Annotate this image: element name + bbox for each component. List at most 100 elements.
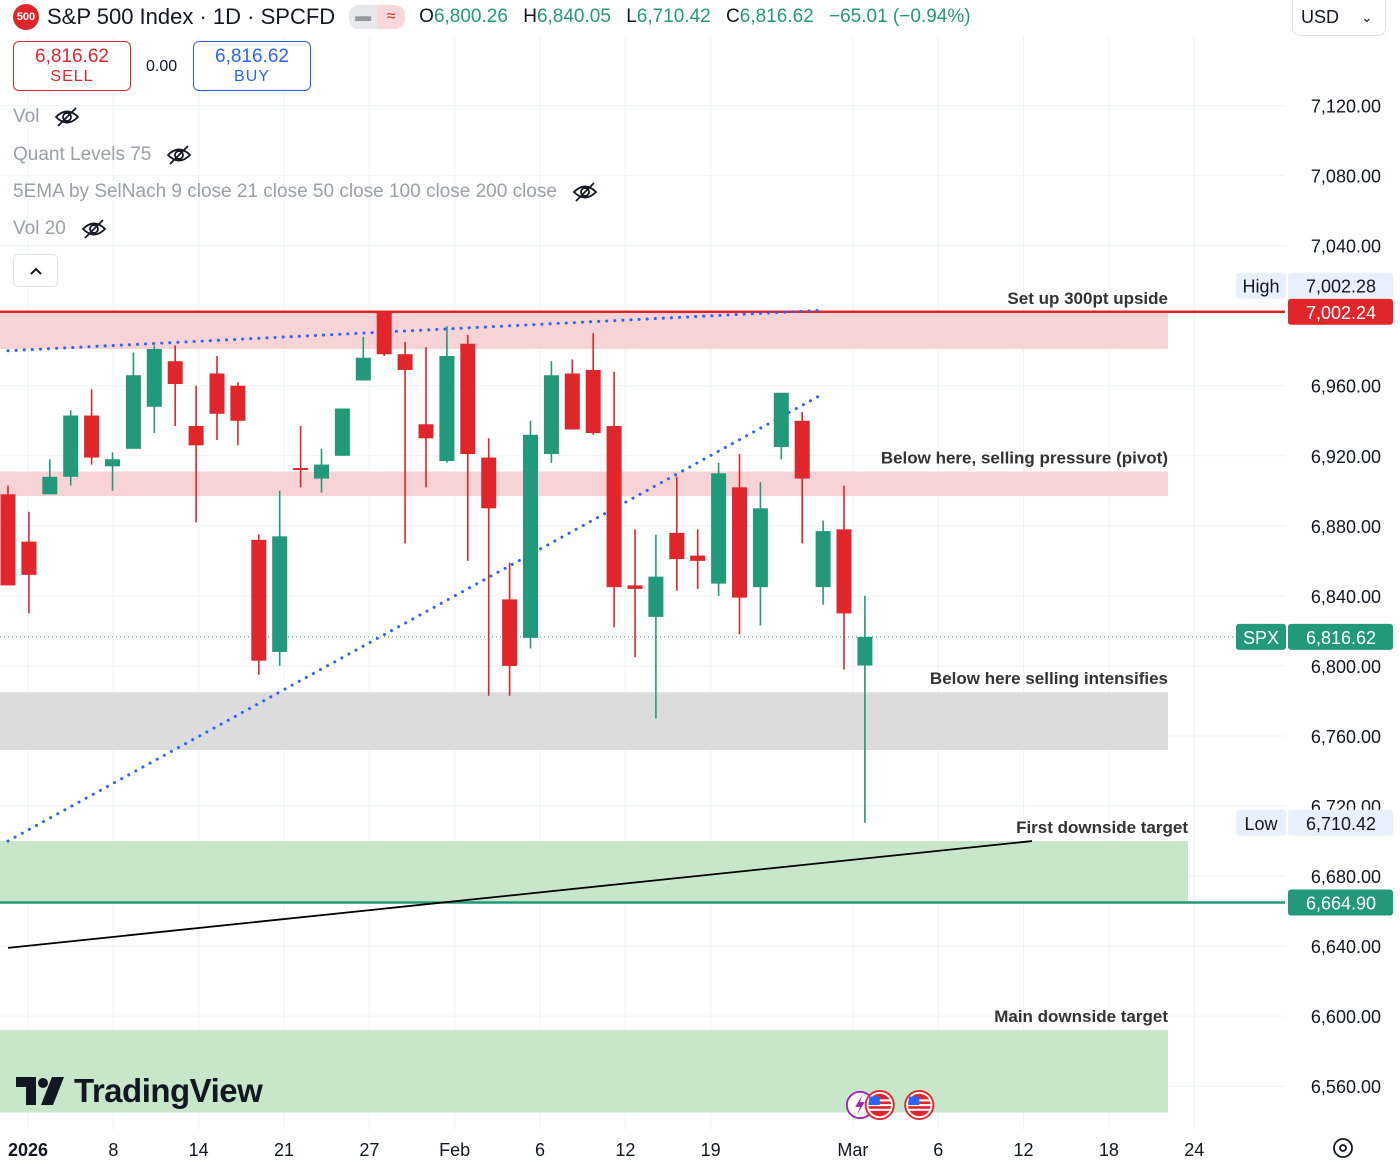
price-axis: 6,560.006,600.006,640.006,680.006,720.00…	[1311, 97, 1381, 1098]
pivot-zone-label: Below here, selling pressure (pivot)	[881, 449, 1168, 468]
candle-body	[209, 373, 225, 414]
indicator-quant-levels[interactable]: Quant Levels 75	[13, 144, 193, 166]
symbol-title[interactable]: S&P 500 Index · 1D · SPCFD	[47, 4, 336, 29]
market-status-pill[interactable]: ▬ ≈	[349, 5, 406, 29]
eye-off-icon[interactable]	[571, 181, 599, 203]
price-tags: 7,002.24 6,664.90 High 7,002.28 SPX 6,816.62 L…	[1236, 272, 1393, 916]
indicator-vol[interactable]: Vol	[13, 106, 81, 128]
candle	[502, 562, 518, 696]
indicator-label: Vol	[13, 106, 40, 127]
candle-body	[502, 599, 518, 666]
time-tick-label: 21	[274, 1140, 294, 1160]
candle	[523, 420, 538, 649]
candle	[752, 482, 768, 626]
candle	[314, 448, 329, 493]
buy-button[interactable]: 6,816.62 BUY	[193, 41, 311, 91]
candle	[272, 490, 288, 666]
us-flag-icon[interactable]	[864, 1089, 895, 1121]
price-tick-label: 7,120.00	[1311, 97, 1381, 117]
candle	[857, 595, 873, 823]
minus-icon[interactable]: ▬	[349, 5, 378, 29]
economic-events[interactable]	[842, 1089, 942, 1121]
candle	[334, 408, 350, 456]
indicator-vol-20[interactable]: Vol 20	[13, 218, 108, 240]
first-target-zone-label: First downside target	[1016, 818, 1188, 837]
approx-icon[interactable]: ≈	[377, 5, 406, 29]
indicator-label: Vol 20	[13, 218, 66, 239]
settings-icon[interactable]	[1333, 1138, 1353, 1158]
candle-body	[564, 373, 580, 430]
candle	[188, 385, 204, 523]
candle-body	[251, 539, 267, 661]
tradingview-mark-icon	[16, 1077, 64, 1105]
resistance-zone-top-label: Set up 300pt upside	[1007, 289, 1168, 308]
price-tick-label: 7,080.00	[1311, 167, 1381, 187]
candle-body	[167, 361, 183, 384]
candle-body	[314, 464, 329, 479]
candle	[648, 534, 664, 719]
neutral-zone-label: Below here selling intensifies	[930, 669, 1168, 688]
candle-body	[272, 536, 288, 652]
candle	[690, 529, 706, 589]
time-tick-label: 27	[359, 1140, 379, 1160]
candle-body	[460, 343, 476, 455]
last-price-tag-key	[1236, 623, 1286, 650]
time-axis: 2026 8 14 21 27 Feb 6 12 19 Mar 6 12 18 24	[8, 1138, 1353, 1160]
sell-button[interactable]: 6,816.62 SELL	[13, 41, 131, 91]
candle-body	[627, 585, 643, 589]
eye-off-icon[interactable]	[165, 144, 193, 166]
candle	[146, 345, 162, 434]
buy-price: 6,816.62	[215, 46, 289, 67]
eye-off-icon[interactable]	[80, 218, 108, 240]
upper-channel-line	[6, 308, 821, 353]
indicator-5ema[interactable]: 5EMA by SelNach 9 close 21 close 50 clos…	[13, 181, 599, 203]
candle-body	[523, 434, 538, 638]
price-tick-label: 6,680.00	[1311, 867, 1381, 887]
settings-icon-core	[1339, 1144, 1347, 1152]
candle	[105, 452, 120, 491]
low-tag-value-label: 6,710.42	[1306, 814, 1376, 834]
chart-zone-labels: Set up 300pt upside Below here, selling p…	[881, 289, 1189, 1026]
time-tick-label: 24	[1184, 1140, 1204, 1160]
candle-body	[63, 415, 79, 477]
candle	[355, 336, 371, 381]
price-tick-label: 6,760.00	[1311, 727, 1381, 747]
sell-price: 6,816.62	[35, 46, 109, 67]
candle	[732, 454, 747, 635]
us-flag-icon[interactable]	[904, 1089, 935, 1121]
candle	[397, 341, 413, 544]
sell-label: SELL	[50, 68, 94, 85]
chart-header: 500 S&P 500 Index · 1D · SPCFD ▬ ≈ O6,80…	[0, 0, 971, 34]
long-term-trendline	[7, 840, 1033, 949]
ohlc-readout: O6,800.26 H6,840.05 L6,710.42 C6,816.62 …	[419, 6, 971, 27]
neutral-zone	[0, 692, 1168, 750]
price-tick-label: 6,960.00	[1311, 377, 1381, 397]
price-tick-label: 6,840.00	[1311, 587, 1381, 607]
level-green-tag	[1288, 889, 1393, 916]
indicator-label: Quant Levels 75	[13, 144, 152, 165]
candle	[481, 438, 497, 696]
time-tick-label: 6	[933, 1140, 943, 1160]
price-tick-label: 6,560.00	[1311, 1077, 1381, 1097]
candle-body	[794, 420, 810, 479]
candle-body	[669, 532, 685, 560]
time-tick-label: Mar	[837, 1140, 868, 1160]
settings-icon-ring	[1333, 1138, 1353, 1158]
chart-candles	[0, 312, 873, 823]
candle	[669, 476, 685, 591]
high-tag-value-label: 7,002.28	[1306, 277, 1376, 297]
candle	[418, 347, 434, 488]
high-tag-value	[1288, 272, 1393, 299]
candle	[63, 410, 79, 486]
last-price-tag-key-label: SPX	[1243, 628, 1279, 648]
candle	[209, 355, 225, 441]
eye-off-icon[interactable]	[53, 106, 81, 128]
candle	[794, 412, 810, 544]
tradingview-logo[interactable]: TradingView	[16, 1072, 263, 1110]
candle-body	[105, 459, 120, 467]
currency-selector[interactable]: USD ⌄	[1292, 0, 1386, 36]
collapse-indicators-button[interactable]	[13, 254, 58, 287]
candle	[84, 389, 100, 465]
time-tick-label: 8	[108, 1140, 118, 1160]
